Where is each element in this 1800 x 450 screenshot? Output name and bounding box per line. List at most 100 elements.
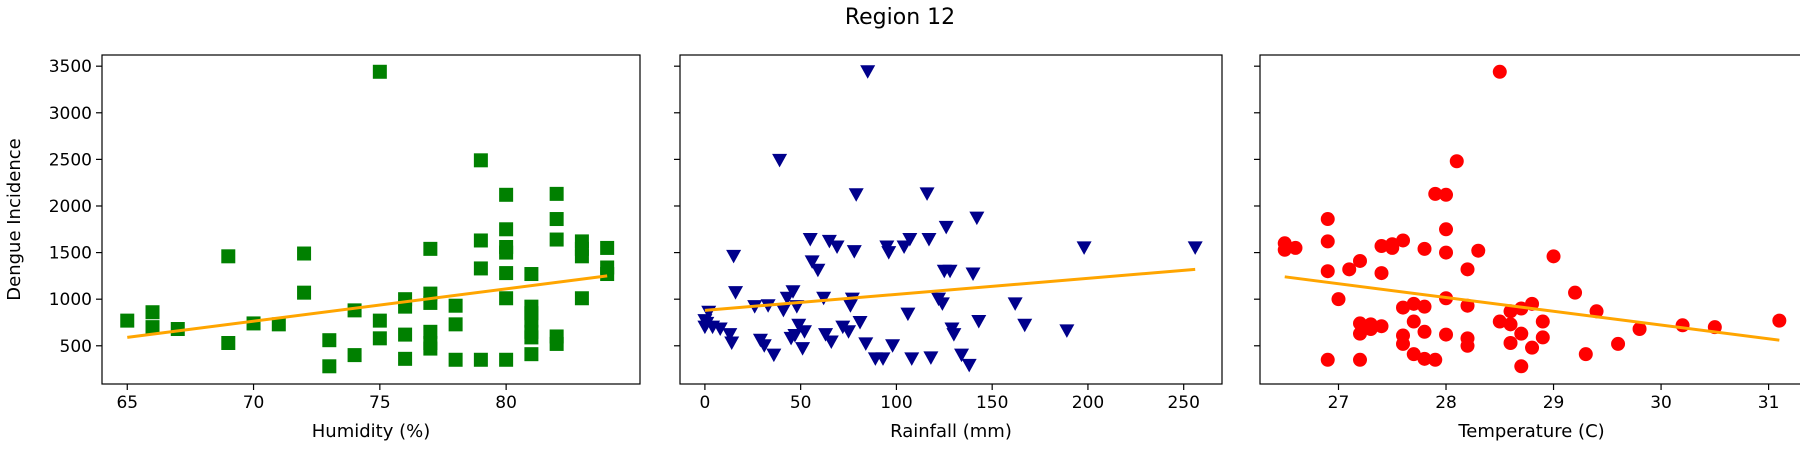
data-point xyxy=(1331,292,1346,307)
data-point xyxy=(473,233,488,248)
data-point xyxy=(1417,299,1432,314)
x-tick-label: 30 xyxy=(1650,393,1672,413)
data-point xyxy=(499,266,514,281)
data-point xyxy=(322,333,337,348)
data-points xyxy=(120,64,615,374)
data-point xyxy=(1007,297,1023,311)
data-point xyxy=(712,322,728,337)
data-point xyxy=(965,267,981,282)
trend-line xyxy=(704,267,1196,312)
data-point xyxy=(1428,186,1443,201)
data-point xyxy=(785,285,801,299)
data-point xyxy=(1396,233,1411,248)
data-point xyxy=(946,328,962,342)
data-point xyxy=(1417,241,1432,256)
data-point xyxy=(881,246,897,260)
data-point xyxy=(1363,322,1378,337)
data-point xyxy=(885,339,901,353)
data-point xyxy=(1675,318,1690,333)
data-point xyxy=(524,330,539,345)
data-point xyxy=(1059,324,1075,338)
data-point xyxy=(1439,222,1454,237)
data-point xyxy=(372,331,387,346)
data-point xyxy=(938,220,954,235)
data-point xyxy=(1320,264,1335,279)
data-point xyxy=(796,325,812,339)
data-point xyxy=(271,317,286,332)
data-point xyxy=(821,234,837,249)
x-tick-label: 100 xyxy=(880,393,912,413)
data-point xyxy=(1288,240,1303,255)
data-points xyxy=(697,65,1203,373)
data-point xyxy=(1546,249,1561,264)
data-point xyxy=(574,291,589,306)
data-point xyxy=(766,348,782,363)
y-tick-label: 1000 xyxy=(49,290,92,310)
data-point xyxy=(549,212,564,227)
data-point xyxy=(1492,314,1507,329)
y-tick-label: 2000 xyxy=(49,197,92,217)
data-point xyxy=(942,264,958,279)
data-point xyxy=(1017,318,1033,333)
trend-line xyxy=(127,274,608,339)
panel-1: 65 70 75 80 500 1000 1500 2000 2500 3000 3500 Humid… xyxy=(4,54,641,442)
data-point xyxy=(1568,285,1583,300)
y-tick-label: 2500 xyxy=(49,150,92,170)
data-point xyxy=(448,352,463,367)
data-point xyxy=(852,315,868,330)
data-point xyxy=(1503,335,1518,350)
x-axis-label: Humidity (%) xyxy=(312,421,431,442)
data-point xyxy=(1342,262,1357,277)
data-point xyxy=(875,352,891,366)
data-point xyxy=(1535,314,1550,329)
data-point xyxy=(1417,324,1432,339)
x-tick-label: 31 xyxy=(1758,393,1780,413)
data-point xyxy=(1772,313,1787,328)
data-point xyxy=(722,328,738,342)
data-point xyxy=(1449,154,1464,169)
data-point xyxy=(904,352,920,366)
data-point xyxy=(728,286,744,300)
data-point xyxy=(1406,296,1421,311)
data-point xyxy=(499,352,514,367)
panel-2: 0 50 100 150 200 250 Rainfall (mm) xyxy=(674,54,1223,442)
data-point xyxy=(1320,352,1335,367)
data-point xyxy=(499,291,514,306)
data-point xyxy=(923,351,939,365)
data-point xyxy=(829,240,845,254)
data-point xyxy=(1535,330,1550,345)
data-point xyxy=(1277,236,1292,251)
data-point xyxy=(1439,245,1454,260)
data-point xyxy=(423,241,438,256)
data-point xyxy=(1396,300,1411,315)
data-point xyxy=(804,255,820,269)
data-point xyxy=(347,348,362,363)
data-point xyxy=(1428,352,1443,367)
data-point xyxy=(524,347,539,362)
data-point xyxy=(524,267,539,282)
data-point xyxy=(1385,240,1400,255)
y-tick-label: 1500 xyxy=(49,244,92,264)
data-point xyxy=(1611,336,1626,351)
data-point xyxy=(818,328,834,342)
data-point xyxy=(398,327,413,342)
data-point xyxy=(902,233,918,247)
data-point xyxy=(600,240,615,255)
data-point xyxy=(810,263,826,278)
data-point xyxy=(1320,212,1335,227)
data-point xyxy=(1352,352,1367,367)
data-point xyxy=(423,341,438,356)
data-point xyxy=(787,329,803,343)
data-point xyxy=(499,187,514,202)
data-point xyxy=(398,351,413,366)
y-tick-label: 3000 xyxy=(49,104,92,124)
data-point xyxy=(1076,241,1092,255)
data-point xyxy=(848,188,864,202)
data-point xyxy=(1320,234,1335,249)
trend-line xyxy=(1284,275,1780,342)
data-point xyxy=(934,297,950,311)
data-point xyxy=(971,315,987,329)
data-point xyxy=(969,211,985,226)
data-point xyxy=(1439,327,1454,342)
